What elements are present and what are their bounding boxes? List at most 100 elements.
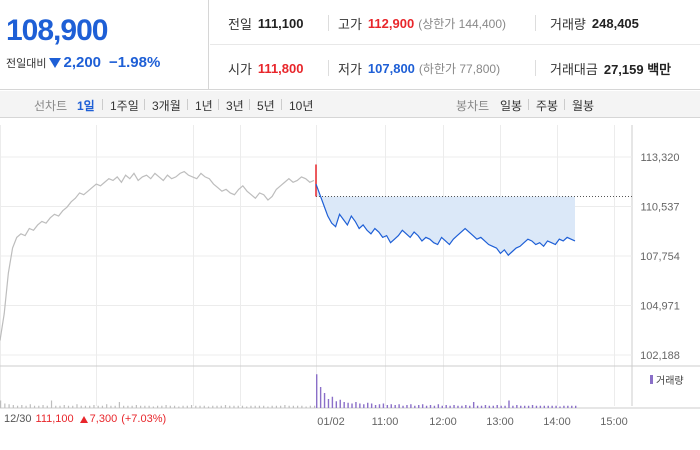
period-3m[interactable]: 3개월 [152, 99, 181, 113]
volume-bar-prev [241, 405, 244, 408]
current-price-line [315, 183, 576, 257]
volume-legend-label: 거래량 [656, 376, 684, 387]
volume-bar-prev [72, 405, 74, 408]
volume-bar-current [433, 405, 436, 408]
volume-bar-prev [93, 405, 95, 408]
volume-bar-current [323, 393, 326, 408]
low-value: 107,800 [367, 60, 415, 76]
volume-bar-prev [186, 405, 188, 408]
prev-close-cell: 전일 111,100 [228, 13, 303, 33]
toolbar-sep [218, 99, 219, 110]
volume-bar-current [319, 387, 322, 408]
volume-bar-prev [233, 405, 235, 408]
volume-bar-prev [67, 405, 70, 408]
volume-bar-prev [229, 405, 231, 408]
volume-bar-current [390, 404, 392, 408]
period-5y[interactable]: 5년 [257, 99, 275, 113]
row-divider [210, 44, 700, 45]
volume-bar-current [402, 405, 404, 408]
volume-bar-current [543, 405, 546, 408]
volume-bar-prev [190, 405, 193, 408]
low-label: 저가 [338, 61, 362, 77]
volume-bar-prev [80, 405, 82, 408]
candle-weekly[interactable]: 주봉 [536, 99, 559, 113]
volume-bar-current [563, 405, 565, 408]
volume-bar-prev [314, 405, 316, 408]
volume-bar-current [441, 405, 443, 408]
line-chart-label: 선차트 [34, 99, 68, 113]
volume-bar-prev [84, 405, 87, 408]
open-cell: 시가 111,800 [228, 58, 303, 78]
volume-bar-current [500, 405, 502, 408]
volume-bar-current [370, 403, 373, 408]
high-value: 112,900 [367, 15, 415, 31]
volume-bar-current [551, 405, 553, 408]
volume-bar-prev [250, 405, 252, 408]
volume-bar-current [327, 399, 330, 408]
volume-bar-current [418, 405, 420, 408]
period-3y[interactable]: 3년 [226, 99, 244, 113]
volume-bar-prev [152, 406, 154, 408]
volume-bar-current [406, 405, 408, 408]
change-percent: −1.98% [109, 54, 161, 71]
volume-bar-prev [0, 400, 2, 408]
volume-bar-current [410, 404, 412, 408]
volume-bar-prev [309, 405, 311, 408]
volume-bar-prev [63, 405, 65, 408]
candle-daily[interactable]: 일봉 [500, 99, 523, 113]
volume-bar-current [484, 405, 487, 408]
volume-bar-current [425, 405, 428, 408]
volume-bar-prev [271, 405, 273, 408]
volume-bar-prev [33, 405, 36, 408]
toolbar-sep [249, 99, 250, 110]
volume-bar-current [547, 405, 549, 408]
y-tick-label: 110,537 [641, 202, 680, 214]
volume-bar-current [367, 402, 369, 408]
candle-chart-label: 봉차트 [456, 99, 490, 113]
volume-bar-current [480, 405, 483, 408]
volume-bar-prev [12, 405, 14, 408]
volume-bar-prev [224, 405, 227, 408]
volume-bar-prev [284, 405, 286, 408]
volume-bar-prev [59, 405, 61, 408]
volume-bar-prev [55, 405, 57, 408]
volume-bar-prev [140, 405, 142, 408]
volume-bar-prev [123, 405, 125, 408]
volume-bar-prev [4, 403, 6, 408]
prev-day-change-pct: (+7.03%) [121, 413, 167, 425]
volume-bar-prev [292, 405, 294, 408]
volume-bar-current [437, 404, 440, 408]
y-tick-label: 104,971 [640, 301, 680, 313]
x-tick-label: 15:00 [600, 416, 628, 428]
period-1d[interactable]: 1일 [77, 99, 95, 113]
volume-bar-prev [275, 405, 278, 408]
low-cell: 저가 107,800 (하한가 77,800) [338, 58, 500, 78]
candle-monthly[interactable]: 월봉 [572, 99, 595, 113]
period-1w[interactable]: 1주일 [110, 99, 139, 113]
volume-bar-prev [16, 405, 19, 408]
volume-bar-prev [216, 405, 218, 408]
y-tick-label: 113,320 [641, 152, 680, 164]
volume-bar-prev [38, 405, 40, 408]
quote-panel: 108,900 전일대비 2,200 −1.98% 전일 111,100 고가 … [0, 0, 700, 90]
toolbar-sep [564, 99, 565, 110]
toolbar-sep [187, 99, 188, 110]
current-price: 108,900 [6, 14, 108, 47]
volume-bar-current [351, 403, 353, 408]
volume-bar-prev [165, 405, 167, 408]
volume-bar-prev [263, 405, 265, 408]
volume-bar-current [378, 404, 381, 408]
volume-bar-prev [267, 406, 269, 408]
volume-bar-prev [131, 405, 133, 408]
period-1y[interactable]: 1년 [195, 99, 213, 113]
volume-bar-prev [50, 400, 53, 408]
period-10y[interactable]: 10년 [289, 99, 314, 113]
volume-bar-prev [21, 405, 23, 408]
volume-bar-current [469, 405, 471, 408]
volume-bar-current [421, 404, 424, 408]
prev-day-price-line [0, 170, 315, 341]
prev-close-label: 전일 [228, 16, 252, 32]
toolbar-sep [528, 99, 529, 110]
below-reference-fill [316, 184, 575, 256]
